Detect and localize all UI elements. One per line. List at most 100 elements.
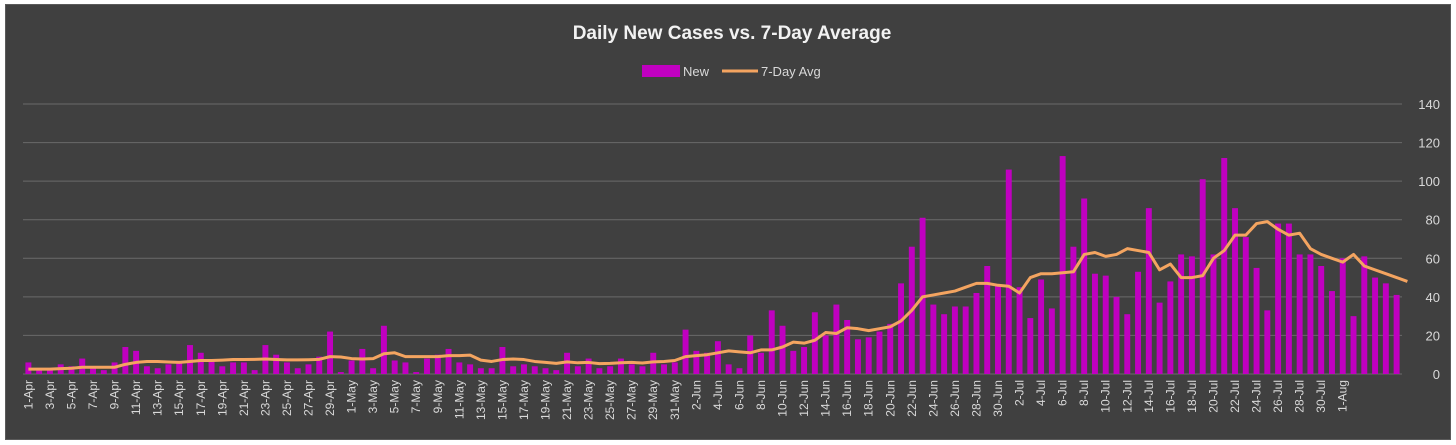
bar <box>865 337 872 374</box>
bar <box>68 366 75 374</box>
bar <box>747 335 754 374</box>
x-tick-label: 9-Apr <box>108 380 122 409</box>
x-tick-label: 22-Jun <box>905 380 919 417</box>
bar <box>1145 208 1152 374</box>
bar <box>1264 310 1271 374</box>
x-tick-label: 17-Apr <box>194 380 208 416</box>
gridlines <box>23 103 1402 375</box>
bar <box>294 368 301 374</box>
x-tick-label: 21-Apr <box>237 380 251 416</box>
bar <box>456 362 463 374</box>
bar <box>413 372 420 374</box>
bar <box>962 306 969 374</box>
x-tick-label: 4-Jul <box>1034 380 1048 406</box>
x-tick-label: 18-Jun <box>862 380 876 417</box>
bar <box>941 314 948 374</box>
bar <box>100 370 107 374</box>
bar <box>854 339 861 374</box>
bar <box>790 350 797 374</box>
bar <box>1350 316 1357 374</box>
bar <box>1382 283 1389 374</box>
bar <box>208 360 215 374</box>
bar <box>187 345 193 374</box>
bar <box>90 368 96 374</box>
x-tick-label: 27-May <box>625 380 639 420</box>
bar-series <box>25 156 1400 374</box>
x-tick-label: 12-Jul <box>1120 380 1134 413</box>
bar <box>1038 279 1045 374</box>
y-tick-label: 100 <box>1418 174 1440 189</box>
bar <box>1048 308 1055 374</box>
bar <box>380 325 387 374</box>
x-axis: 1-Apr 3-Apr 5-Apr 7-Apr 9-Apr 11-Apr 13-Apr 15-… <box>21 380 1349 420</box>
x-tick-label: 29-Apr <box>323 380 337 416</box>
bar <box>251 370 258 374</box>
bar <box>725 364 732 374</box>
bar <box>607 366 614 374</box>
x-tick-label: 8-Jun <box>754 380 768 410</box>
bar <box>1135 271 1142 374</box>
bar <box>1296 254 1303 374</box>
y-tick-label: 140 <box>1418 97 1440 112</box>
bar <box>1102 275 1109 374</box>
x-tick-label: 10-Jun <box>776 380 790 417</box>
x-tick-label: 2-Jun <box>689 380 703 410</box>
x-tick-label: 15-Apr <box>172 380 186 416</box>
x-tick-label: 21-May <box>560 380 574 420</box>
bar <box>682 329 689 374</box>
bar <box>337 372 344 374</box>
bar <box>316 356 323 374</box>
chart: Daily New Cases vs. 7-Day Average New 7-… <box>21 23 1440 420</box>
bar <box>704 352 711 374</box>
bar <box>25 362 32 374</box>
bar <box>531 366 538 374</box>
x-tick-label: 14-Jul <box>1142 380 1156 413</box>
bar <box>693 350 700 374</box>
bar <box>370 368 377 374</box>
bar <box>768 310 775 374</box>
bar <box>488 368 495 374</box>
x-tick-label: 23-Apr <box>258 380 272 416</box>
bar <box>402 362 409 374</box>
chart-title: Daily New Cases vs. 7-Day Average <box>573 23 892 44</box>
bar <box>1372 277 1379 374</box>
y-tick-label: 0 <box>1433 367 1440 382</box>
legend-label-new: New <box>683 64 710 79</box>
x-tick-label: 3-Apr <box>43 380 57 409</box>
bar <box>1253 267 1260 374</box>
bar <box>736 368 743 374</box>
x-tick-label: 4-Jun <box>711 380 725 410</box>
bar <box>273 354 280 374</box>
x-tick-label: 31-May <box>668 380 682 420</box>
bar <box>1124 314 1131 374</box>
line-series <box>28 220 1408 371</box>
x-tick-label: 17-May <box>517 380 531 420</box>
bar <box>585 358 592 374</box>
bar <box>359 348 366 374</box>
x-tick-label: 3-May <box>366 380 380 413</box>
bar <box>973 293 980 374</box>
x-tick-label: 13-May <box>474 380 488 420</box>
bar <box>1275 223 1282 374</box>
bar <box>348 360 355 374</box>
x-tick-label: 20-Jun <box>883 380 897 417</box>
bar <box>898 283 904 374</box>
x-tick-label: 6-Jul <box>1056 380 1070 406</box>
legend: New 7-Day Avg <box>642 64 821 79</box>
bar <box>564 352 571 374</box>
bar <box>574 366 581 374</box>
x-tick-label: 6-Jun <box>732 380 746 410</box>
bar <box>327 331 334 374</box>
x-tick-label: 7-May <box>409 380 423 413</box>
bar <box>1005 169 1012 374</box>
x-tick-label: 12-Jun <box>797 380 811 417</box>
x-tick-label: 5-May <box>388 380 402 413</box>
x-tick-label: 1-May <box>345 380 359 413</box>
bar <box>1188 256 1195 374</box>
x-tick-label: 24-Jun <box>926 380 940 417</box>
x-tick-label: 15-May <box>495 380 509 420</box>
bar <box>1329 291 1335 374</box>
bar <box>165 364 172 374</box>
x-tick-label: 19-May <box>539 380 553 420</box>
bar <box>671 362 678 374</box>
